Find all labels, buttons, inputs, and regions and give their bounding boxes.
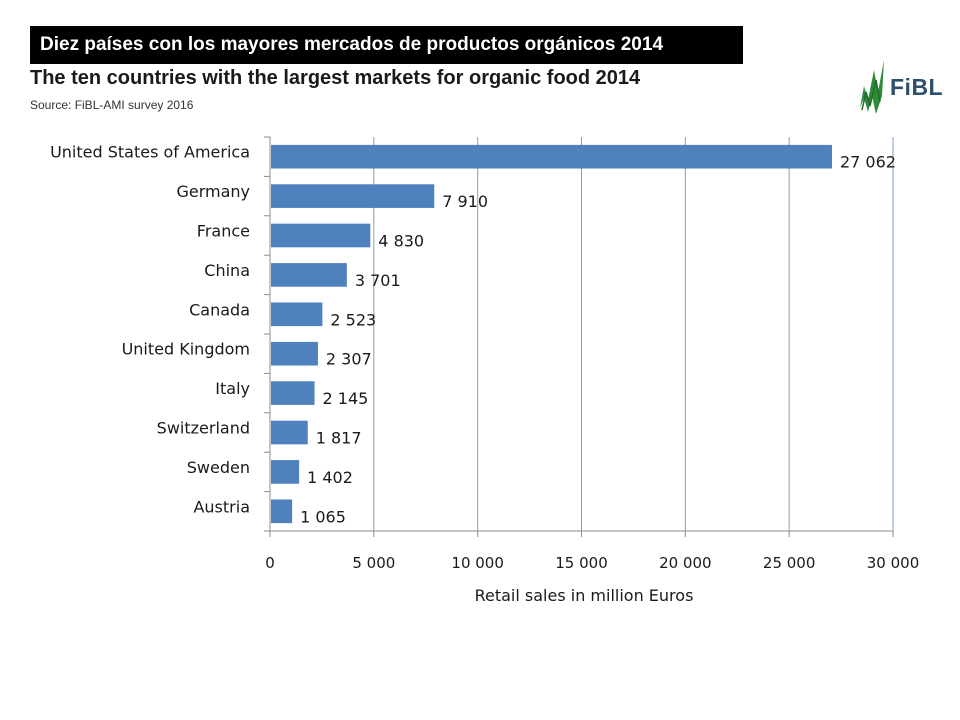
bar [271,302,323,327]
bar [271,381,315,405]
bar [271,460,300,484]
fibl-logo: FiBL [850,56,950,116]
bar [271,341,318,366]
value-label: 27 062 [840,153,896,172]
fibl-leaf-icon [860,60,884,114]
x-tick-label: 25 000 [763,554,816,572]
x-tick-label: 0 [265,554,275,572]
bar [271,184,435,208]
x-axis-title: Retail sales in million Euros [475,586,694,605]
value-label: 2 523 [330,310,376,329]
bar [271,499,293,524]
x-tick-label: 5 000 [352,554,395,572]
x-tick-label: 10 000 [451,554,504,572]
category-label: Italy [215,379,250,398]
x-tick-label: 20 000 [659,554,712,572]
category-label: United Kingdom [122,340,250,359]
value-label: 1 817 [316,429,362,448]
category-label: Canada [189,300,250,319]
axes [264,136,894,537]
value-label: 7 910 [442,192,488,211]
category-label: China [204,261,250,280]
value-label: 4 830 [378,232,424,251]
bar [271,420,308,445]
fibl-logo-text: FiBL [890,74,944,100]
labels: 0 5 000 10 000 15 000 20 000 25 000 30 000 Unit… [50,143,919,572]
value-label: 1 065 [300,507,346,526]
category-label: Sweden [187,458,250,477]
spanish-title-banner: Diez países con los mayores mercados de … [30,26,743,64]
category-label: Austria [193,497,250,516]
value-label: 2 307 [326,350,372,369]
category-label: France [197,222,250,241]
bar [271,223,371,248]
bar [271,263,347,287]
value-label: 3 701 [355,271,401,290]
x-tick-label: 30 000 [867,554,920,572]
x-tick-label: 15 000 [555,554,608,572]
value-label: 1 402 [307,468,353,487]
bars [271,144,832,524]
value-label: 2 145 [323,389,369,408]
chart-title: The ten countries with the largest marke… [30,67,641,89]
bar [271,144,832,169]
category-label: Switzerland [157,419,250,438]
category-label: Germany [176,182,250,201]
category-label: United States of America [50,143,250,162]
source-note: Source: FiBL-AMI survey 2016 [30,98,194,112]
